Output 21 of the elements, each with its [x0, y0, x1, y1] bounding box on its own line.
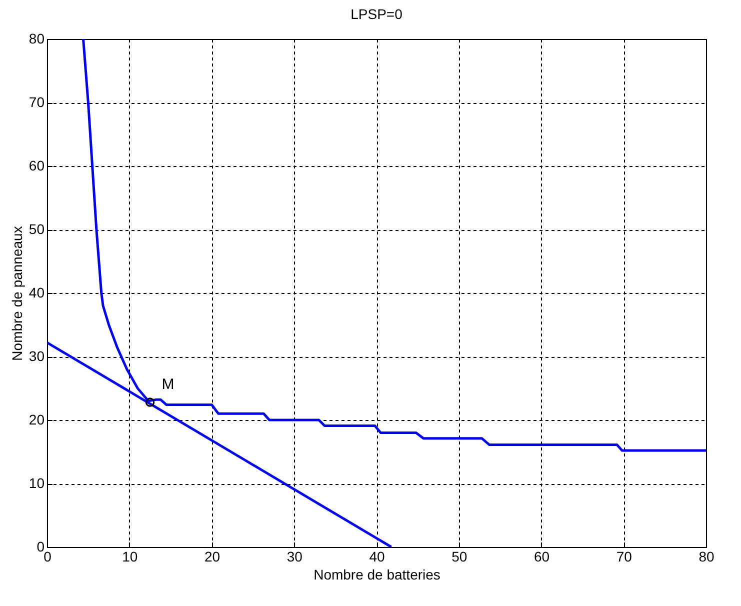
annotation: M	[162, 376, 174, 394]
y-tick-label: 40	[28, 284, 45, 300]
x-axis-title: Nombre de batteries	[314, 566, 440, 582]
y-tick-label: 0	[36, 538, 45, 554]
x-tick-label: 40	[369, 548, 385, 564]
x-tick-label: 50	[452, 548, 468, 564]
chart-title: LPSP=0	[350, 6, 403, 22]
x-tick-label: 70	[616, 548, 632, 564]
y-tick-label: 60	[28, 158, 45, 174]
x-tick-label: 60	[534, 548, 550, 564]
x-tick-label: 80	[698, 548, 714, 564]
x-tick-label: 20	[204, 548, 220, 564]
y-tick-label: 20	[28, 412, 45, 428]
x-tick-label: 10	[122, 548, 138, 564]
x-tick-label: 30	[286, 548, 303, 564]
y-tick-label: 80	[28, 30, 45, 46]
y-tick-label: 50	[28, 221, 45, 237]
y-axis-title: Nombre de panneaux	[8, 226, 25, 361]
y-tick-label: 30	[28, 348, 45, 364]
y-tick-label: 70	[28, 94, 45, 110]
y-tick-label: 10	[28, 475, 45, 491]
